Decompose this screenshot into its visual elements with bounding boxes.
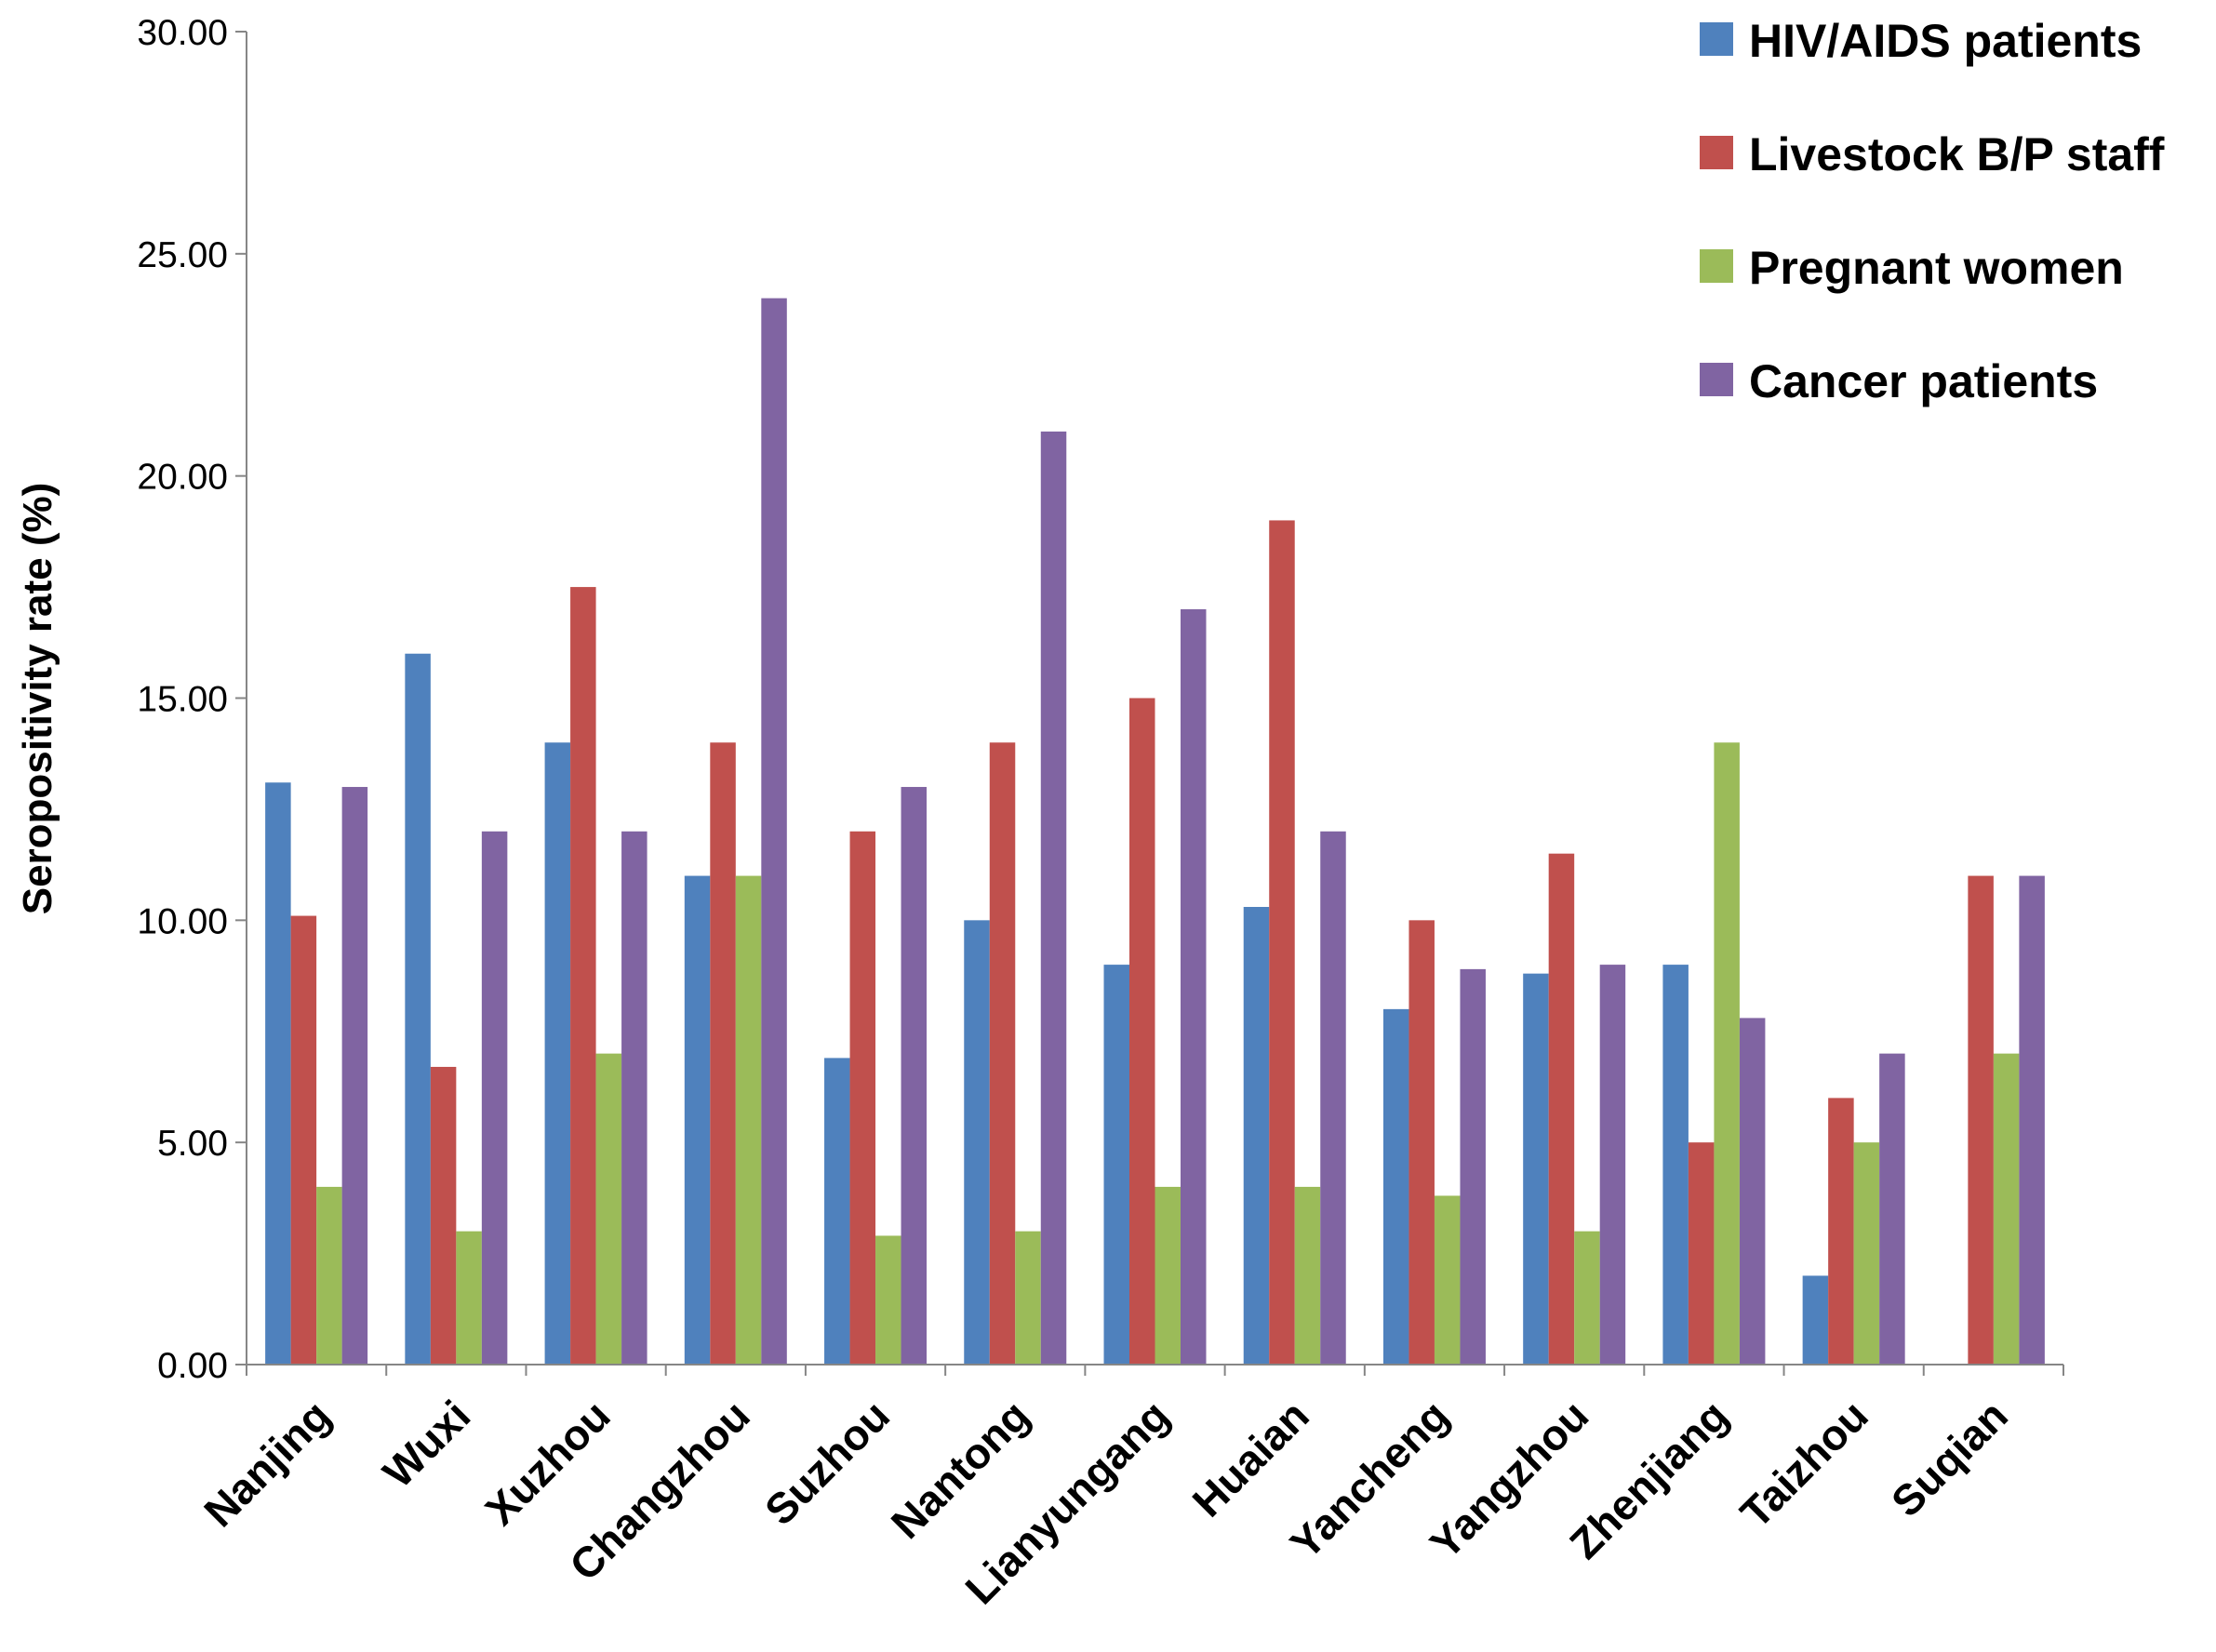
bar-huaian-series-4 [1320, 831, 1346, 1365]
bar-xuzhou-series-3 [595, 1053, 622, 1365]
bar-wuxi-series-3 [456, 1231, 482, 1365]
bar-taizhou-series-1 [1802, 1275, 1829, 1365]
bar-xuzhou-series-4 [621, 831, 647, 1365]
legend-swatch [1700, 363, 1733, 396]
bar-huaian-series-2 [1269, 520, 1295, 1365]
y-tick-labels: 0.00 5.00 10.00 15.00 20.00 25.00 30.00 [137, 13, 228, 1386]
bar-yangzhou-series-3 [1574, 1231, 1600, 1365]
legend-label: Livestock B/P staff [1749, 128, 2165, 180]
category-label: Taizhou [1731, 1391, 1877, 1537]
bar-suqian-series-2 [1968, 875, 1994, 1365]
bar-zhenjiang-series-4 [1739, 1018, 1766, 1365]
legend-label: HIV/AIDS patients [1749, 15, 2142, 67]
bar-yangzhou-series-2 [1548, 853, 1575, 1365]
bar-taizhou-series-3 [1853, 1142, 1880, 1365]
bars-group [265, 298, 2045, 1366]
bar-nantong-series-4 [1040, 431, 1067, 1365]
bar-nantong-series-2 [989, 742, 1016, 1365]
bar-nanjing-series-4 [341, 787, 368, 1365]
bar-lianyungang-series-3 [1155, 1186, 1181, 1365]
category-label: Huaian [1183, 1391, 1318, 1525]
bar-changzhou-series-4 [761, 298, 787, 1366]
bar-suzhou-series-2 [849, 831, 876, 1365]
category-label: Nanjing [194, 1391, 340, 1536]
bar-wuxi-series-2 [430, 1066, 457, 1365]
category-label: Xuzhou [475, 1391, 619, 1534]
bar-lianyungang-series-2 [1129, 698, 1155, 1365]
bar-suzhou-series-4 [901, 787, 928, 1365]
y-tick-label: 30.00 [137, 13, 228, 53]
y-tick-label: 15.00 [137, 680, 228, 720]
bar-nantong-series-3 [1015, 1231, 1041, 1365]
legend-swatch [1700, 136, 1733, 169]
bar-suqian-series-4 [2019, 875, 2045, 1365]
bar-xuzhou-series-1 [544, 742, 571, 1365]
y-tick-label: 10.00 [137, 901, 228, 941]
bar-changzhou-series-3 [735, 875, 762, 1365]
bar-nantong-series-1 [964, 920, 990, 1365]
legend-label: Cancer patients [1749, 355, 2098, 407]
bar-zhenjiang-series-1 [1662, 965, 1689, 1365]
bar-lianyungang-series-4 [1181, 608, 1207, 1365]
bar-yancheng-series-4 [1460, 968, 1486, 1365]
bar-zhenjiang-series-2 [1688, 1142, 1715, 1365]
y-axis-title: Seropositivity rate (%) [15, 483, 60, 915]
category-label: Suqian [1882, 1391, 2017, 1525]
category-label: Suzhou [755, 1391, 899, 1534]
bar-nanjing-series-2 [290, 915, 317, 1365]
bar-suzhou-series-1 [824, 1058, 850, 1365]
bar-suzhou-series-3 [875, 1235, 901, 1365]
bar-yangzhou-series-4 [1599, 965, 1626, 1365]
bar-nanjing-series-1 [265, 782, 291, 1365]
category-label: Wuxi [373, 1391, 479, 1497]
legend-swatch [1700, 249, 1733, 283]
bar-lianyungang-series-1 [1103, 965, 1129, 1365]
bar-yangzhou-series-1 [1523, 973, 1549, 1365]
legend-swatch [1700, 22, 1733, 56]
bar-changzhou-series-1 [684, 875, 711, 1365]
y-tick-label: 0.00 [157, 1346, 228, 1386]
y-tick-label: 20.00 [137, 458, 228, 498]
legend-label: Pregnant women [1749, 242, 2124, 294]
y-tick-label: 5.00 [157, 1124, 228, 1164]
bar-yancheng-series-2 [1408, 920, 1435, 1365]
category-labels: Nanjing WuxiXuzhouChangzhouSuzhouNantongL… [194, 1391, 2017, 1613]
bar-taizhou-series-2 [1828, 1098, 1854, 1365]
bar-yancheng-series-3 [1434, 1195, 1461, 1365]
bar-wuxi-series-1 [405, 653, 431, 1365]
legend: HIV/AIDS patients Livestock B/P staff Preg… [1700, 15, 2165, 407]
bar-changzhou-series-2 [710, 742, 736, 1365]
bar-zhenjiang-series-3 [1714, 742, 1740, 1365]
bar-nanjing-series-3 [316, 1186, 342, 1365]
bar-huaian-series-1 [1243, 907, 1270, 1365]
bar-wuxi-series-4 [481, 831, 508, 1365]
axes-group [235, 31, 2064, 1376]
bar-huaian-series-3 [1294, 1186, 1321, 1365]
bar-xuzhou-series-2 [570, 587, 596, 1365]
bar-taizhou-series-4 [1879, 1053, 1905, 1365]
y-tick-label: 25.00 [137, 235, 228, 275]
bar-suqian-series-3 [1993, 1053, 2020, 1365]
bar-yancheng-series-1 [1382, 1008, 1409, 1365]
